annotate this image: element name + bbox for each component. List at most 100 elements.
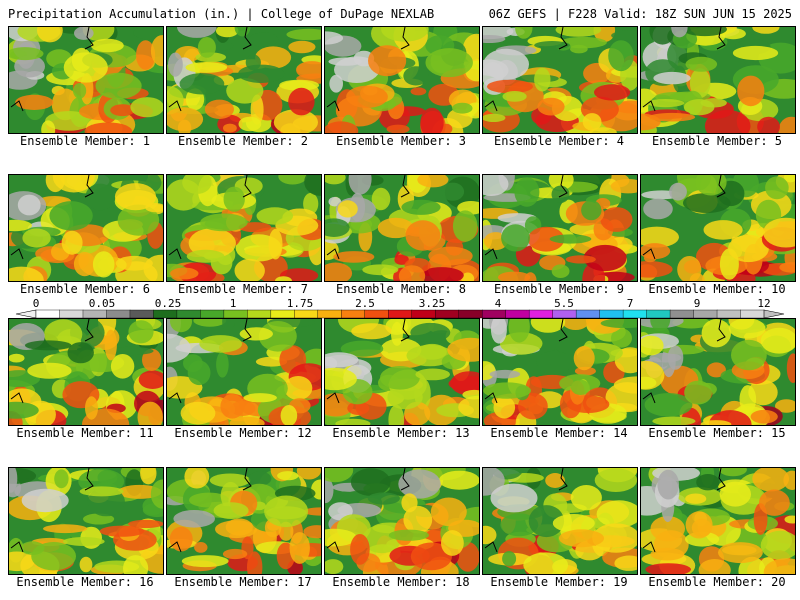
ensemble-member-map	[482, 174, 638, 282]
colorbar-swatch	[223, 309, 248, 319]
ensemble-member-map	[482, 467, 638, 575]
colorbar-tick-label: 1	[229, 297, 237, 310]
coastline-outline	[168, 468, 252, 553]
ensemble-member-label: Ensemble Member: 11	[16, 426, 154, 440]
ensemble-member-map	[166, 174, 322, 282]
colorbar-swatch	[458, 309, 483, 319]
ensemble-member-map	[482, 26, 638, 134]
ensemble-member-label: Ensemble Member: 18	[332, 575, 470, 589]
colorbar-swatch	[200, 309, 225, 319]
precip-field	[9, 27, 163, 133]
colorbar-swatch	[435, 309, 460, 319]
precip-field	[483, 319, 637, 425]
colorbar-swatch	[740, 309, 765, 319]
ensemble-member-map	[640, 26, 796, 134]
colorbar-swatch	[129, 309, 154, 319]
ensemble-member-map	[8, 26, 164, 134]
precip-field	[483, 175, 637, 281]
colorbar-tick-label: 7	[626, 297, 634, 310]
colorbar-swatch	[364, 309, 389, 319]
colorbar-swatch	[341, 309, 366, 319]
colorbar-swatch	[153, 309, 178, 319]
colorbar-swatch	[622, 309, 648, 319]
colorbar-tick-label: 0	[32, 297, 40, 310]
ensemble-member-map	[324, 26, 480, 134]
ensemble-member-map	[640, 174, 796, 282]
ensemble-member-label: Ensemble Member: 8	[335, 282, 467, 296]
coastline-outline	[168, 175, 252, 260]
colorbar-tick-label: 4	[494, 297, 502, 310]
ensemble-member-label: Ensemble Member: 10	[648, 282, 786, 296]
coastline-outline	[326, 468, 410, 553]
ensemble-member-label: Ensemble Member: 4	[493, 134, 625, 148]
ensemble-member-label: Ensemble Member: 9	[493, 282, 625, 296]
ensemble-member-label: Ensemble Member: 14	[490, 426, 628, 440]
colorbar-tick-label: 0.25	[154, 297, 182, 310]
ensemble-member-label: Ensemble Member: 13	[332, 426, 470, 440]
colorbar-swatch	[294, 309, 319, 319]
ensemble-member-map	[8, 174, 164, 282]
ensemble-member-label: Ensemble Member: 1	[19, 134, 151, 148]
coastline-outline	[326, 27, 410, 112]
precip-field	[641, 175, 795, 281]
colorbar-swatch	[388, 309, 413, 319]
colorbar-swatch	[106, 309, 131, 319]
colorbar-tick-label: 12	[757, 297, 771, 310]
precip-field	[483, 468, 637, 574]
coastline-outline	[10, 319, 94, 404]
ensemble-member-label: Ensemble Member: 16	[16, 575, 154, 589]
precip-field	[483, 27, 637, 133]
ensemble-member-map	[324, 467, 480, 575]
valid-time-label: 06Z GEFS | F228 Valid: 18Z SUN JUN 15 20…	[488, 7, 792, 21]
precip-field	[167, 175, 321, 281]
colorbar-swatch	[716, 309, 742, 319]
ensemble-member-label: Ensemble Member: 7	[177, 282, 309, 296]
colorbar-swatch	[59, 309, 84, 319]
ensemble-member-map	[640, 467, 796, 575]
ensemble-member-label: Ensemble Member: 5	[651, 134, 783, 148]
coastline-outline	[642, 468, 726, 553]
ensemble-member-map	[166, 467, 322, 575]
colorbar-swatch	[599, 309, 624, 319]
ensemble-member-label: Ensemble Member: 20	[648, 575, 786, 589]
precip-field	[9, 175, 163, 281]
colorbar-swatch	[35, 309, 60, 319]
coastline-outline	[10, 175, 94, 260]
ensemble-member-label: Ensemble Member: 2	[177, 134, 309, 148]
colorbar-swatch	[270, 309, 295, 319]
colorbar-max-arrow	[763, 309, 785, 319]
coastline-outline	[642, 175, 726, 260]
colorbar-swatch	[317, 309, 342, 319]
precip-field	[325, 175, 479, 281]
colorbar-swatch	[247, 309, 272, 319]
ensemble-member-map	[166, 318, 322, 426]
precip-field	[325, 319, 479, 425]
ensemble-member-label: Ensemble Member: 12	[174, 426, 312, 440]
colorbar-swatch	[693, 309, 718, 319]
colorbar-tick-label: 0.05	[88, 297, 116, 310]
coastline-outline	[484, 175, 568, 260]
precip-colorbar	[15, 309, 785, 319]
colorbar-min-arrow	[15, 309, 37, 319]
coastline-outline	[484, 27, 568, 112]
colorbar-swatch	[528, 309, 554, 319]
coastline-outline	[642, 319, 726, 404]
colorbar-tick-label: 5.5	[554, 297, 574, 310]
precip-field	[167, 319, 321, 425]
precip-field	[325, 468, 479, 574]
colorbar-swatch	[669, 309, 695, 319]
colorbar-tick-label: 1.75	[286, 297, 314, 310]
ensemble-member-map	[166, 26, 322, 134]
precip-field	[641, 27, 795, 133]
ensemble-member-map	[324, 318, 480, 426]
ensemble-member-map	[8, 318, 164, 426]
colorbar-swatch	[552, 309, 577, 319]
ensemble-member-map	[324, 174, 480, 282]
ensemble-member-map	[482, 318, 638, 426]
precip-field	[641, 468, 795, 574]
ensemble-member-map	[640, 318, 796, 426]
coastline-outline	[326, 319, 410, 404]
ensemble-member-label: Ensemble Member: 19	[490, 575, 628, 589]
coastline-outline	[168, 319, 252, 404]
coastline-outline	[484, 468, 568, 553]
